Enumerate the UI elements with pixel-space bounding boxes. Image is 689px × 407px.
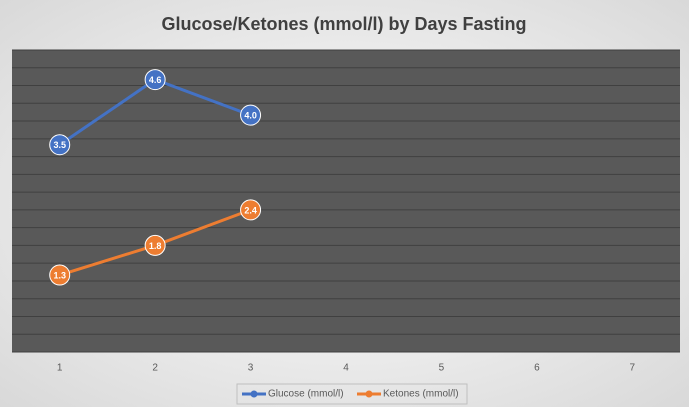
legend-box [236, 383, 468, 405]
legend-marker [250, 390, 258, 398]
x-tick-label: 7 [630, 363, 636, 374]
x-tick-label: 1 [57, 363, 63, 374]
plot-area [12, 50, 680, 352]
chart-title: Glucose/Ketones (mmol/l) by Days Fasting [161, 14, 526, 34]
legend-label: Ketones (mmol/l) [383, 389, 459, 400]
data-label: 1.8 [149, 241, 162, 251]
data-label: 4.0 [244, 111, 257, 121]
data-label: 4.6 [149, 75, 162, 85]
data-point [144, 69, 166, 91]
x-tick-label: 6 [534, 363, 540, 374]
data-label: 3.5 [53, 140, 66, 150]
data-point [144, 234, 166, 256]
x-tick-label: 2 [152, 363, 158, 374]
data-point [49, 134, 71, 156]
data-point [240, 104, 262, 126]
x-tick-label: 3 [248, 363, 254, 374]
data-label: 2.4 [244, 205, 257, 215]
data-label: 1.3 [53, 270, 66, 280]
x-tick-label: 5 [439, 363, 445, 374]
x-tick-label: 4 [343, 363, 349, 374]
data-point [49, 264, 71, 286]
legend-label: Glucose (mmol/l) [268, 389, 344, 400]
legend-marker [365, 390, 373, 398]
data-point [240, 199, 262, 221]
